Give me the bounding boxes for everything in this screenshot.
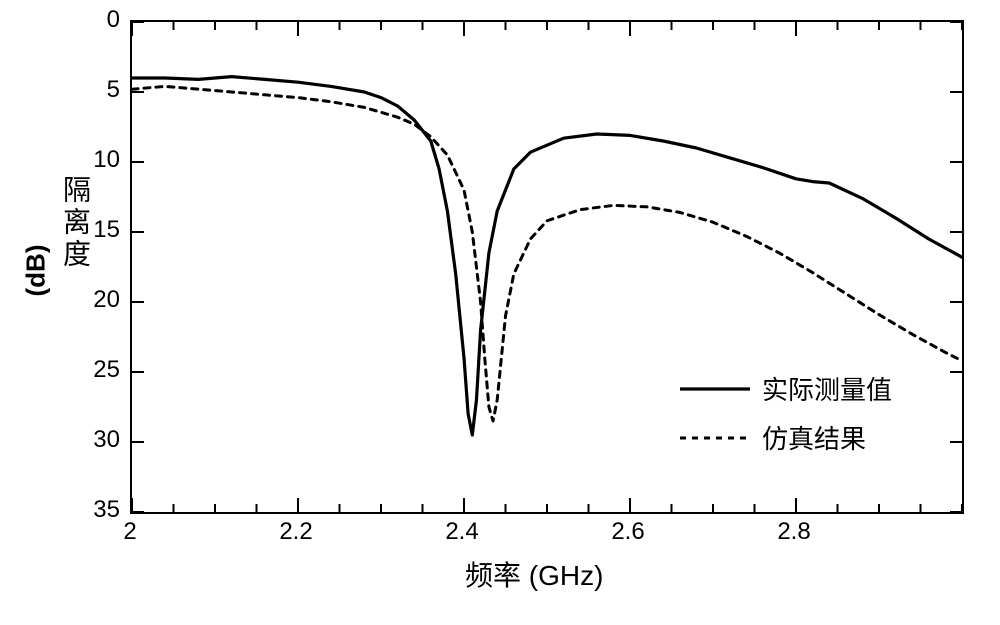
y-tick-label: 0	[70, 6, 120, 34]
y-tick-label: 35	[70, 496, 120, 524]
chart-container: 隔离度 (dB) 频率 (GHz) 22.22.42.62.8051015202…	[0, 0, 1000, 625]
legend: 实际测量值仿真结果	[680, 370, 892, 468]
y-tick-label: 20	[70, 286, 120, 314]
legend-item-measured: 实际测量值	[680, 370, 892, 407]
y-axis-label-unit: (dB)	[20, 245, 51, 297]
y-tick-label: 10	[70, 146, 120, 174]
x-tick-label: 2	[123, 518, 136, 546]
x-tick-label: 2.4	[445, 518, 478, 546]
x-tick-label: 2.8	[777, 518, 810, 546]
y-tick-label: 5	[70, 76, 120, 104]
y-tick-label: 15	[70, 216, 120, 244]
x-tick-label: 2.2	[279, 518, 312, 546]
y-tick-label: 30	[70, 426, 120, 454]
legend-item-simulated: 仿真结果	[680, 419, 892, 456]
legend-label: 实际测量值	[762, 370, 892, 407]
y-tick-label: 25	[70, 356, 120, 384]
x-axis-label: 频率 (GHz)	[465, 554, 603, 594]
legend-swatch	[680, 428, 750, 448]
legend-swatch	[680, 379, 750, 399]
x-tick-label: 2.6	[611, 518, 644, 546]
legend-label: 仿真结果	[762, 419, 866, 456]
